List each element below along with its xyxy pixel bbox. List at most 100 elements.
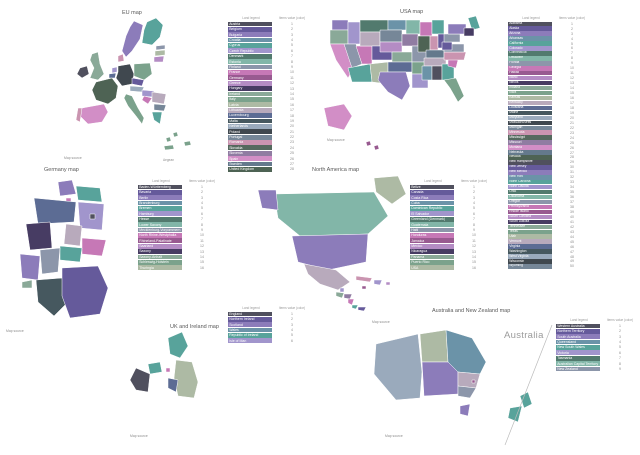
legend-swatch: Hamburg: [138, 211, 182, 217]
legend-row: Belize 1: [410, 184, 494, 190]
map-region: [303, 263, 351, 291]
legend-swatch: Kansas: [508, 95, 552, 101]
legend-row: Slovakia 24: [228, 145, 312, 151]
legend-value: 2: [201, 190, 203, 195]
legend-swatch: New Jersey: [508, 165, 552, 170]
legend-value: 6: [291, 48, 293, 53]
usa-map-footnote: Map source: [327, 138, 345, 142]
map-region: [329, 29, 349, 45]
legend-row: Georgia 10: [508, 66, 592, 71]
legend-value: 5: [291, 43, 293, 48]
legend-row: Ohio 35: [508, 189, 592, 195]
legend-swatch: Utah: [508, 234, 552, 239]
legend-swatch: New Zealand: [556, 366, 600, 372]
legend-value: 4: [201, 201, 203, 206]
legend-row: Washington 47: [508, 249, 592, 254]
legend-value: 42: [570, 224, 574, 229]
legend-swatch: Guatemala: [410, 222, 454, 228]
map-region: [141, 17, 164, 46]
legend-swatch: California: [508, 41, 552, 46]
legend-value: 28: [570, 155, 574, 160]
legend-swatch: South Dakota: [508, 219, 552, 225]
legend-swatch: Slovakia: [228, 145, 272, 151]
legend-row: Northern Ireland 2: [228, 316, 312, 322]
map-region: [111, 66, 118, 74]
legend-swatch: Republic of Ireland: [228, 333, 272, 338]
legend-swatch: Dominican Republic: [410, 206, 454, 211]
legend-row: Estonia 8: [228, 59, 312, 65]
legend-value: 23: [570, 130, 574, 135]
map-region: [347, 21, 361, 45]
legend-row: California 5: [508, 41, 592, 46]
legend-header-value: Items value (color): [278, 306, 306, 310]
germany-map-footnote: Map source: [6, 329, 24, 333]
legend-row: Pennsylvania 38: [508, 204, 592, 210]
legend-row: Colorado 6: [508, 46, 592, 51]
legend-swatch: Colorado: [508, 46, 552, 51]
map-region: [151, 111, 163, 125]
legend-row: New Zealand 9: [556, 366, 640, 372]
legend-header-land: Land legend: [522, 16, 540, 20]
legend-swatch: Indiana: [508, 85, 552, 91]
legend-swatch: Delaware: [508, 56, 552, 61]
legend-row: Arizona 3: [508, 31, 592, 36]
map-region: [33, 197, 77, 225]
map-region: [429, 35, 439, 51]
map-region: [291, 233, 369, 271]
legend-row: Nicaragua 13: [410, 249, 494, 254]
legend-swatch: Northern Ireland: [228, 316, 272, 322]
map-region: [347, 298, 355, 306]
legend-value: 3: [619, 334, 621, 339]
legend-row: Maine 19: [508, 110, 592, 116]
map-region: [75, 185, 103, 203]
legend-swatch: Haiti: [410, 227, 454, 233]
legend-row: Scotland 3: [228, 322, 312, 328]
legend-row: Virginia 46: [508, 244, 592, 249]
legend-swatch: Austria: [228, 21, 272, 27]
map-region: [417, 35, 431, 53]
map-region: [359, 31, 381, 47]
legend-swatch: Massachusetts: [508, 120, 552, 126]
legend-row: Finland 9: [228, 64, 312, 70]
legend-row: Rhineland-Palatinate 11: [138, 238, 222, 244]
map-region: [373, 279, 383, 286]
legend-row: Slovenia 25: [228, 150, 312, 156]
legend-row: Luxembourg 18: [228, 113, 312, 118]
legend-value: 4: [473, 201, 475, 206]
north-america-map-title: North America map: [312, 167, 360, 173]
legend-row: Malta 19: [228, 118, 312, 124]
legend-value: 48: [570, 254, 574, 259]
legend-swatch: Mecklenburg-Vorpommern: [138, 227, 182, 233]
legend-row: Mexico 12: [410, 243, 494, 249]
map-region: [81, 237, 107, 257]
legend-swatch: Hawaii: [508, 71, 552, 76]
legend-swatch: Tennessee: [508, 224, 552, 230]
map-region: [459, 403, 471, 417]
legend-swatch: USA: [410, 265, 454, 271]
legend-swatch: Rhode Island: [508, 209, 552, 215]
legend-swatch: Iowa: [508, 90, 552, 96]
legend-value: 1: [473, 184, 475, 189]
legend-swatch: Maryland: [508, 115, 552, 121]
legend-row: Cyprus 5: [228, 43, 312, 48]
legend-value: 39: [570, 209, 574, 214]
legend-value: 18: [290, 113, 294, 118]
legend-swatch: Spain: [228, 156, 272, 162]
legend-row: Panama 14: [410, 254, 494, 260]
map-region: [431, 19, 445, 35]
legend-row: El Salvador 6: [410, 211, 494, 217]
legend-swatch: Brandenburg: [138, 200, 182, 206]
germany-map-canvas: [19, 179, 109, 319]
legend-swatch: Luxembourg: [228, 113, 272, 118]
legend-value: 29: [570, 160, 574, 165]
legend-row: Missouri 25: [508, 140, 592, 145]
legend-value: 30: [570, 165, 574, 170]
legend-value: 14: [570, 86, 574, 91]
legend-value: 7: [201, 217, 203, 222]
legend-row: Costa Rica 3: [410, 195, 494, 201]
legend-swatch: Honduras: [410, 233, 454, 238]
legend-swatch: Puerto Rico: [410, 259, 454, 265]
legend-swatch: Ireland: [228, 91, 272, 97]
legend-swatch: Portugal: [228, 134, 272, 140]
